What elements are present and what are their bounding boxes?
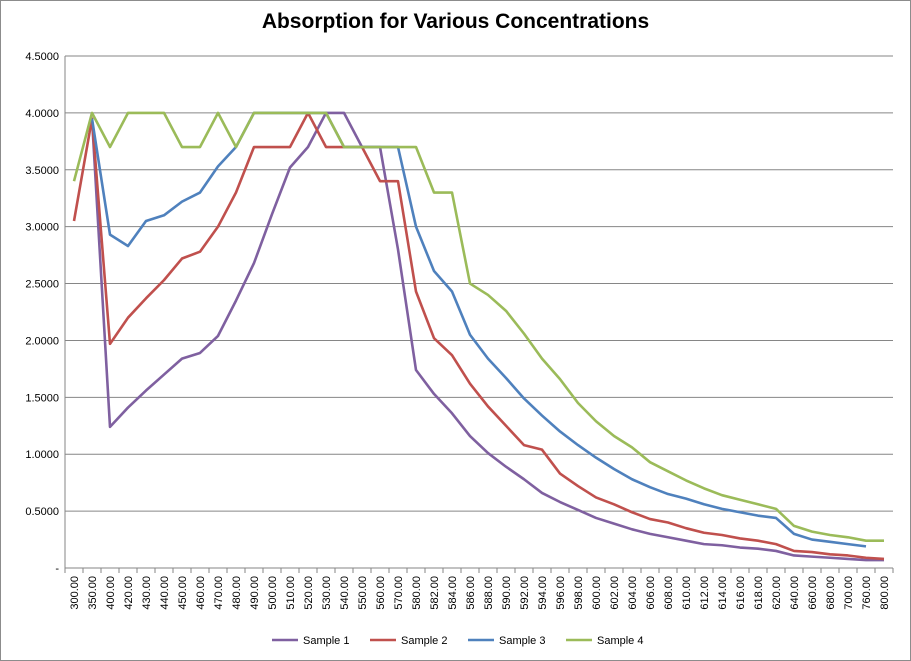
x-tick-label: 570.00 (393, 576, 405, 610)
legend-label: Sample 1 (303, 635, 349, 647)
x-tick-label: 550.00 (357, 576, 369, 610)
legend-label: Sample 4 (597, 635, 643, 647)
y-tick-label: 1.0000 (25, 449, 59, 461)
x-tick-label: 616.00 (735, 576, 747, 610)
legend: Sample 1 Sample 2 Sample 3 Sample 4 (272, 635, 643, 647)
x-tick-label: 612.00 (699, 576, 711, 610)
x-tick-label: 614.00 (717, 576, 729, 610)
y-tick-label: 1.5000 (25, 392, 59, 404)
x-tick-label: 530.00 (321, 576, 333, 610)
x-tick-label: 586.00 (465, 576, 477, 610)
x-tick-label: 560.00 (375, 576, 387, 610)
x-tick-label: 606.00 (645, 576, 657, 610)
x-tick-label: 510.00 (285, 576, 297, 610)
x-tick-label: 480.00 (231, 576, 243, 610)
axes (64, 56, 894, 573)
x-tick-label: 420.00 (123, 576, 135, 610)
series-line-segment (90, 111, 884, 562)
series-4-line (72, 111, 884, 542)
x-tick-label: 604.00 (627, 576, 639, 610)
y-tick-label: - (55, 563, 59, 575)
x-tick-label: 584.00 (447, 576, 459, 610)
legend-item: Sample 2 (370, 635, 447, 647)
legend-item: Sample 4 (566, 635, 643, 647)
x-tick-label: 430.00 (141, 576, 153, 610)
x-tick-label: 618.00 (753, 576, 765, 610)
x-tick-label: 440.00 (159, 576, 171, 610)
x-tick-label: 660.00 (807, 576, 819, 610)
x-tick-label: 460.00 (195, 576, 207, 610)
x-tick-label: 582.00 (429, 576, 441, 610)
y-tick-label: 3.0000 (25, 222, 59, 234)
series-1-line (90, 111, 884, 562)
legend-label: Sample 2 (401, 635, 447, 647)
x-tick-label: 598.00 (573, 576, 585, 610)
x-tick-label: 700.00 (843, 576, 855, 610)
series-lines (72, 111, 885, 562)
x-tick-label: 608.00 (663, 576, 675, 610)
x-tick-label: 450.00 (177, 576, 189, 610)
y-tick-label: 0.5000 (25, 506, 59, 518)
series-line-segment (90, 111, 867, 548)
x-tick-label: 800.00 (879, 576, 891, 610)
x-tick-label: 500.00 (267, 576, 279, 610)
x-tick-label: 580.00 (411, 576, 423, 610)
gridlines (65, 55, 893, 512)
y-tick-label: 3.5000 (25, 165, 59, 177)
y-tick-label: 4.5000 (25, 51, 59, 63)
series-line-segment (72, 111, 885, 561)
x-tick-label: 350.00 (87, 576, 99, 610)
x-tick-label: 590.00 (501, 576, 513, 610)
x-tick-label: 592.00 (519, 576, 531, 610)
x-tick-label: 600.00 (591, 576, 603, 610)
legend-label: Sample 3 (499, 635, 545, 647)
chart-title: Absorption for Various Concentrations (261, 10, 650, 33)
x-tick-label: 540.00 (339, 576, 351, 610)
y-tick-label: 4.0000 (25, 108, 59, 120)
x-tick-label: 490.00 (249, 576, 261, 610)
x-tick-label: 610.00 (681, 576, 693, 610)
series-line-segment (72, 111, 884, 542)
x-tick-label: 594.00 (537, 576, 549, 610)
x-tick-label: 640.00 (789, 576, 801, 610)
x-tick-label: 680.00 (825, 576, 837, 610)
x-tick-label: 596.00 (555, 576, 567, 610)
x-tick-label: 520.00 (303, 576, 315, 610)
legend-item: Sample 3 (468, 635, 545, 647)
series-3-line (90, 111, 867, 548)
x-axis-tick-labels: 300.00 350.00 400.00 420.00 430.00 440.00 450.… (69, 576, 891, 610)
x-tick-label: 620.00 (771, 576, 783, 610)
x-tick-label: 602.00 (609, 576, 621, 610)
series-2-line (72, 111, 885, 561)
x-tick-label: 470.00 (213, 576, 225, 610)
y-axis-tick-labels: - 0.5000 1.0000 1.5000 2.0000 2.5000 3.0000 3.5… (25, 51, 59, 575)
y-tick-label: 2.5000 (25, 279, 59, 291)
x-tick-label: 588.00 (483, 576, 495, 610)
x-tick-label: 300.00 (69, 576, 81, 610)
x-tick-label: 760.00 (861, 576, 873, 610)
legend-item: Sample 1 (272, 635, 349, 647)
x-tick-label: 400.00 (105, 576, 117, 610)
y-tick-label: 2.0000 (25, 335, 59, 347)
